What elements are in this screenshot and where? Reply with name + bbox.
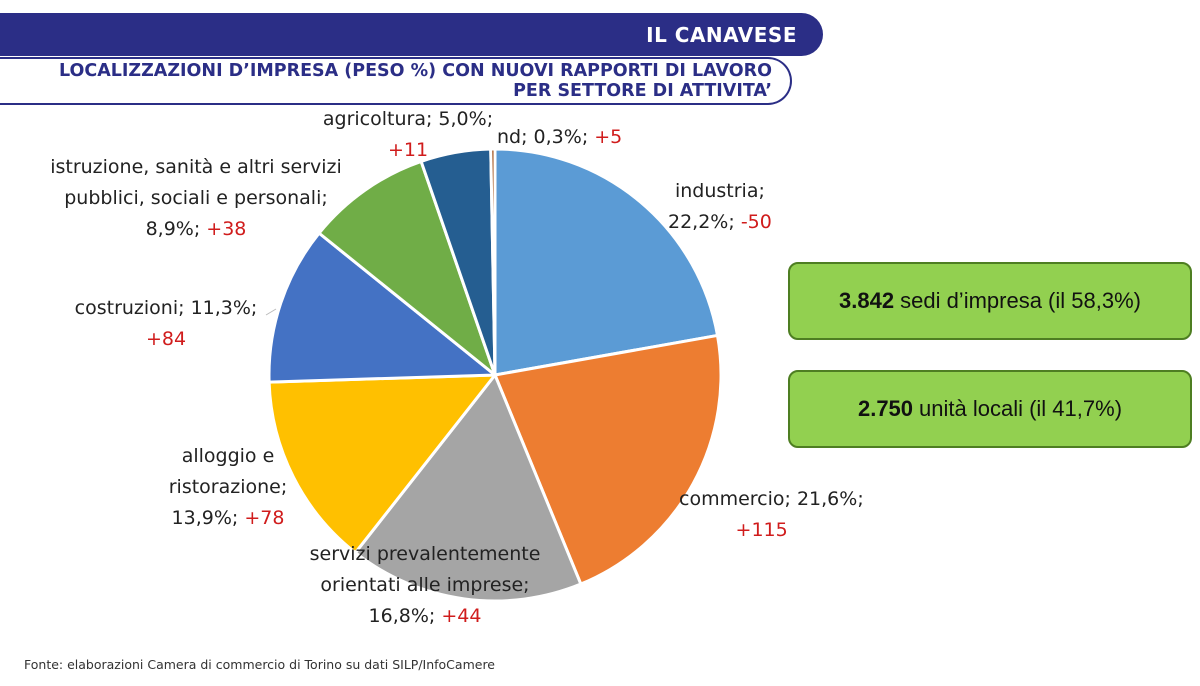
delta-nd: +5: [594, 126, 623, 148]
label-nd: nd; 0,3%; +5: [497, 126, 623, 148]
delta-industria: -50: [740, 211, 772, 233]
label-istruzione: istruzione, sanità e altri servizi pubbl…: [50, 156, 342, 240]
pie-slice-istruzione: [317, 159, 497, 377]
delta-costruzioni: +84: [145, 328, 187, 350]
label-agricoltura: agricoltura; 5,0%; +11: [322, 108, 494, 161]
pie-slice-alloggio: [267, 373, 497, 555]
label-commercio: commercio; 21,6%; +115: [679, 488, 864, 541]
pie-slice-servizi: [353, 373, 583, 603]
delta-agricoltura: +11: [387, 139, 429, 161]
delta-commercio: +115: [735, 519, 788, 541]
chart-title: LOCALIZZAZIONI D’IMPRESA (PESO %) CON NU…: [59, 61, 772, 101]
info-box-unita-number: 2.750: [857, 396, 914, 421]
pie-slice-commercio: [493, 333, 723, 586]
label-industria: industria; 22,2%; -50: [668, 180, 772, 233]
label-costruzioni: costruzioni; 11,3%; +84: [74, 297, 258, 350]
label-alloggio: alloggio e ristorazione; 13,9%; +78: [168, 445, 288, 529]
label-servizi: servizi prevalentemente orientati alle i…: [309, 543, 541, 627]
info-box-sedi-text: sedi d’impresa (il 58,3%): [900, 288, 1141, 313]
info-box-sedi: 3.842 sedi d’impresa (il 58,3%): [788, 262, 1192, 340]
delta-alloggio: +78: [244, 507, 285, 529]
chart-title-line2: PER SETTORE DI ATTIVITA’: [513, 81, 772, 101]
header-banner: IL CANAVESE: [0, 13, 823, 56]
banner-title: IL CANAVESE: [646, 23, 797, 47]
costruzioni-leader-line: [265, 308, 277, 316]
info-box-unita-text: unità locali (il 41,7%): [919, 396, 1123, 421]
delta-servizi: +44: [441, 605, 482, 627]
pie-slice-nd: [489, 147, 497, 377]
pie-slice-industria: [493, 147, 720, 377]
info-box-sedi-number: 3.842: [839, 288, 895, 313]
delta-istruzione: +38: [206, 218, 247, 240]
chart-title-line1: LOCALIZZAZIONI D’IMPRESA (PESO %) CON NU…: [58, 61, 772, 81]
source-note: Fonte: elaborazioni Camera di commercio …: [24, 657, 495, 672]
chart-subtitle-box: LOCALIZZAZIONI D’IMPRESA (PESO %) CON NU…: [0, 57, 792, 105]
pie-slice-costruzioni: [267, 231, 497, 384]
info-box-unita: 2.750 unità locali (il 41,7%): [788, 370, 1192, 448]
